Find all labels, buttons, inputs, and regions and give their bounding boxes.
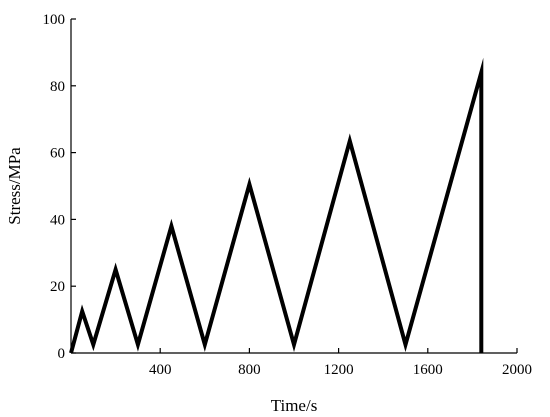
y-axis-label: Stress/MPa — [5, 147, 24, 225]
x-tick-label: 800 — [238, 362, 261, 378]
x-ticks: 400 800 1200 1600 2000 — [149, 348, 532, 378]
y-tick-label: 0 — [58, 346, 66, 362]
x-axis-label: Time/s — [271, 396, 318, 415]
y-ticks: 0 20 40 60 80 100 — [43, 12, 76, 362]
series-layer — [69, 57, 484, 354]
axes: 400 800 1200 1600 2000 0 20 40 60 80 100 — [43, 12, 533, 378]
y-tick-label: 40 — [50, 212, 65, 228]
y-tick-label: 60 — [50, 146, 65, 162]
x-tick-label: 1200 — [324, 362, 354, 378]
stress-series-line — [69, 57, 484, 354]
y-tick-label: 80 — [50, 79, 65, 95]
x-tick-label: 2000 — [502, 362, 532, 378]
y-tick-label: 20 — [50, 279, 65, 295]
x-tick-label: 400 — [149, 362, 172, 378]
x-tick-label: 1600 — [413, 362, 443, 378]
y-tick-label: 100 — [43, 12, 66, 28]
